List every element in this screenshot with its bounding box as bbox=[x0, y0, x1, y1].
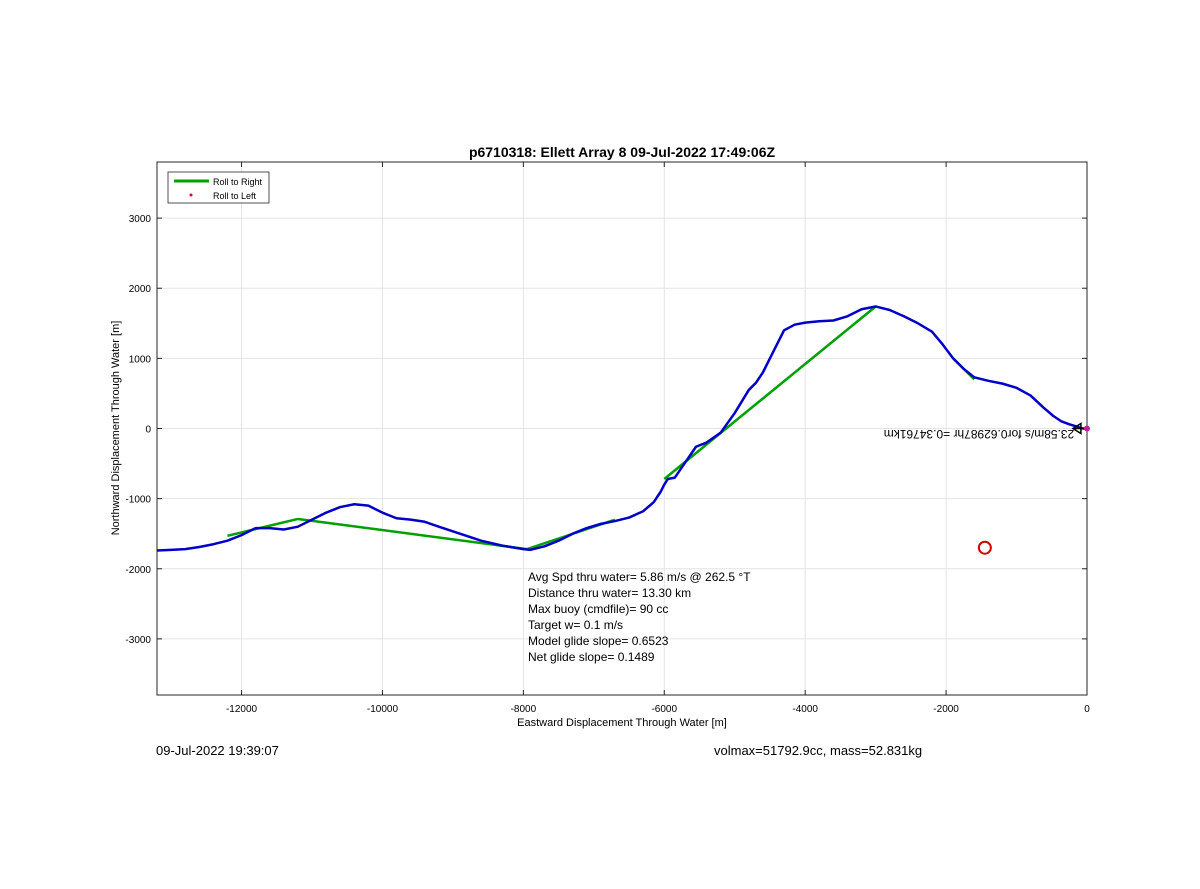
y-tick-label: -3000 bbox=[125, 635, 151, 646]
y-axis-label: Northward Displacement Through Water [m] bbox=[110, 321, 122, 536]
y-tick-label: 3000 bbox=[129, 214, 152, 225]
roll-to-right-segment bbox=[297, 517, 528, 551]
y-tick-label: -2000 bbox=[125, 565, 151, 576]
stats-annotation: Avg Spd thru water= 5.86 m/s @ 262.5 °T D… bbox=[528, 570, 751, 664]
current-position-marker bbox=[977, 540, 992, 555]
legend-box bbox=[167, 171, 270, 204]
x-tick-label: -8000 bbox=[511, 704, 537, 715]
footer-timestamp: 09-Jul-2022 19:39:07 bbox=[156, 743, 279, 758]
stats-line: Distance thru water= 13.30 km bbox=[528, 586, 691, 600]
axis-ticks: -12000 -10000 -8000 -6000 -4000 -2000 0-3000-2… bbox=[125, 162, 1090, 715]
track-line bbox=[156, 305, 1087, 552]
y-tick-label: 1000 bbox=[129, 354, 152, 365]
x-axis-label: Eastward Displacement Through Water [m] bbox=[517, 717, 727, 729]
current-arrow-head bbox=[1071, 422, 1082, 435]
y-tick-label: 0 bbox=[145, 425, 151, 436]
legend-label-roll-right: Roll to Right bbox=[213, 177, 263, 187]
x-tick-label: -4000 bbox=[792, 704, 818, 715]
footer-volmax-mass: volmax=51792.9cc, mass=52.831kg bbox=[714, 743, 923, 758]
legend-swatch-roll-left bbox=[189, 193, 193, 197]
y-tick-label: -1000 bbox=[125, 495, 151, 506]
x-tick-label: -6000 bbox=[651, 704, 677, 715]
marker-layer bbox=[977, 422, 1090, 555]
x-tick-label: -10000 bbox=[367, 704, 399, 715]
stats-line: Model glide slope= 0.6523 bbox=[528, 634, 669, 648]
roll-to-right-segment bbox=[663, 305, 877, 480]
legend: Roll to Right Roll to Left bbox=[167, 171, 270, 204]
series-layer bbox=[156, 305, 1087, 552]
mirrored-speed-label: 23.58m/s for0.62987hr =0.34761km bbox=[884, 427, 1074, 441]
x-tick-label: -12000 bbox=[226, 704, 258, 715]
stats-line: Max buoy (cmdfile)= 90 cc bbox=[528, 602, 668, 616]
legend-label-roll-left: Roll to Left bbox=[213, 191, 257, 201]
x-tick-label: 0 bbox=[1084, 704, 1090, 715]
chart-title: p6710318: Ellett Array 8 09-Jul-2022 17:… bbox=[469, 144, 776, 160]
stats-line: Avg Spd thru water= 5.86 m/s @ 262.5 °T bbox=[528, 570, 751, 584]
y-tick-label: 2000 bbox=[129, 284, 152, 295]
x-tick-label: -2000 bbox=[933, 704, 959, 715]
stats-line: Net glide slope= 0.1489 bbox=[528, 650, 655, 664]
start-point-marker bbox=[1084, 425, 1090, 432]
stats-line: Target w= 0.1 m/s bbox=[528, 618, 623, 632]
